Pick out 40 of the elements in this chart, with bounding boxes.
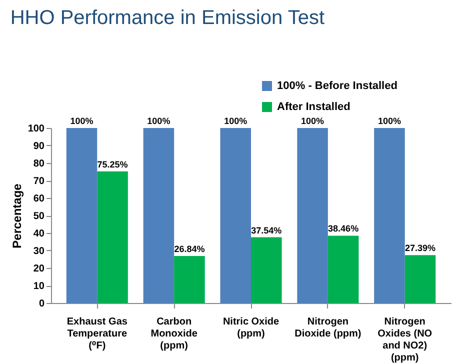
data-label: 37.54%: [251, 225, 282, 236]
legend-label: 100% - Before Installed: [277, 80, 398, 92]
x-tick-label: Nitrogen Dioxide (ppm): [294, 316, 362, 340]
bar: [374, 128, 405, 303]
data-label: 38.46%: [328, 224, 359, 234]
data-label: 27.39%: [404, 243, 436, 254]
data-label: 100%: [301, 116, 324, 126]
y-tick-label: 60: [33, 194, 45, 204]
x-tick-label: Carbon Monoxide (ppm): [150, 316, 198, 352]
chart-title: HHO Performance in Emission Test: [10, 7, 325, 29]
bar: [404, 255, 436, 303]
bar: [297, 128, 328, 303]
bar: [251, 237, 282, 303]
y-tick-label: 90: [33, 141, 45, 152]
y-tick-label: 40: [33, 228, 45, 240]
bar: [220, 128, 251, 303]
data-label: 100%: [70, 116, 94, 126]
bar: [97, 171, 128, 303]
y-tick-label: 10: [33, 281, 45, 292]
x-tick-label: Nitrogen Oxides (NO and NO2) (ppm): [378, 316, 432, 363]
y-axis-title: Percentage: [10, 183, 24, 248]
y-tick-label: 70: [33, 176, 45, 187]
legend-label: After Installed: [277, 101, 350, 113]
y-tick-label: 100: [28, 124, 45, 134]
data-label: 100%: [378, 116, 401, 126]
bar: [143, 128, 174, 303]
y-tick-label: 80: [33, 158, 45, 170]
bar: [174, 256, 205, 303]
bar: [66, 128, 98, 303]
bar: [328, 236, 359, 303]
x-tick-label: Exhaust Gas Temperature (⁰F): [66, 316, 128, 352]
y-tick-label: 20: [33, 264, 45, 274]
data-label: 100%: [147, 116, 170, 126]
data-label: 100%: [224, 116, 248, 126]
y-tick-label: 0: [38, 298, 45, 310]
data-label: 75.25%: [97, 159, 128, 170]
y-tick-label: 50: [33, 211, 45, 222]
y-tick-label: 30: [33, 246, 45, 257]
data-label: 26.84%: [174, 244, 205, 254]
x-tick-label: Nitric Oxide (ppm): [222, 316, 280, 340]
